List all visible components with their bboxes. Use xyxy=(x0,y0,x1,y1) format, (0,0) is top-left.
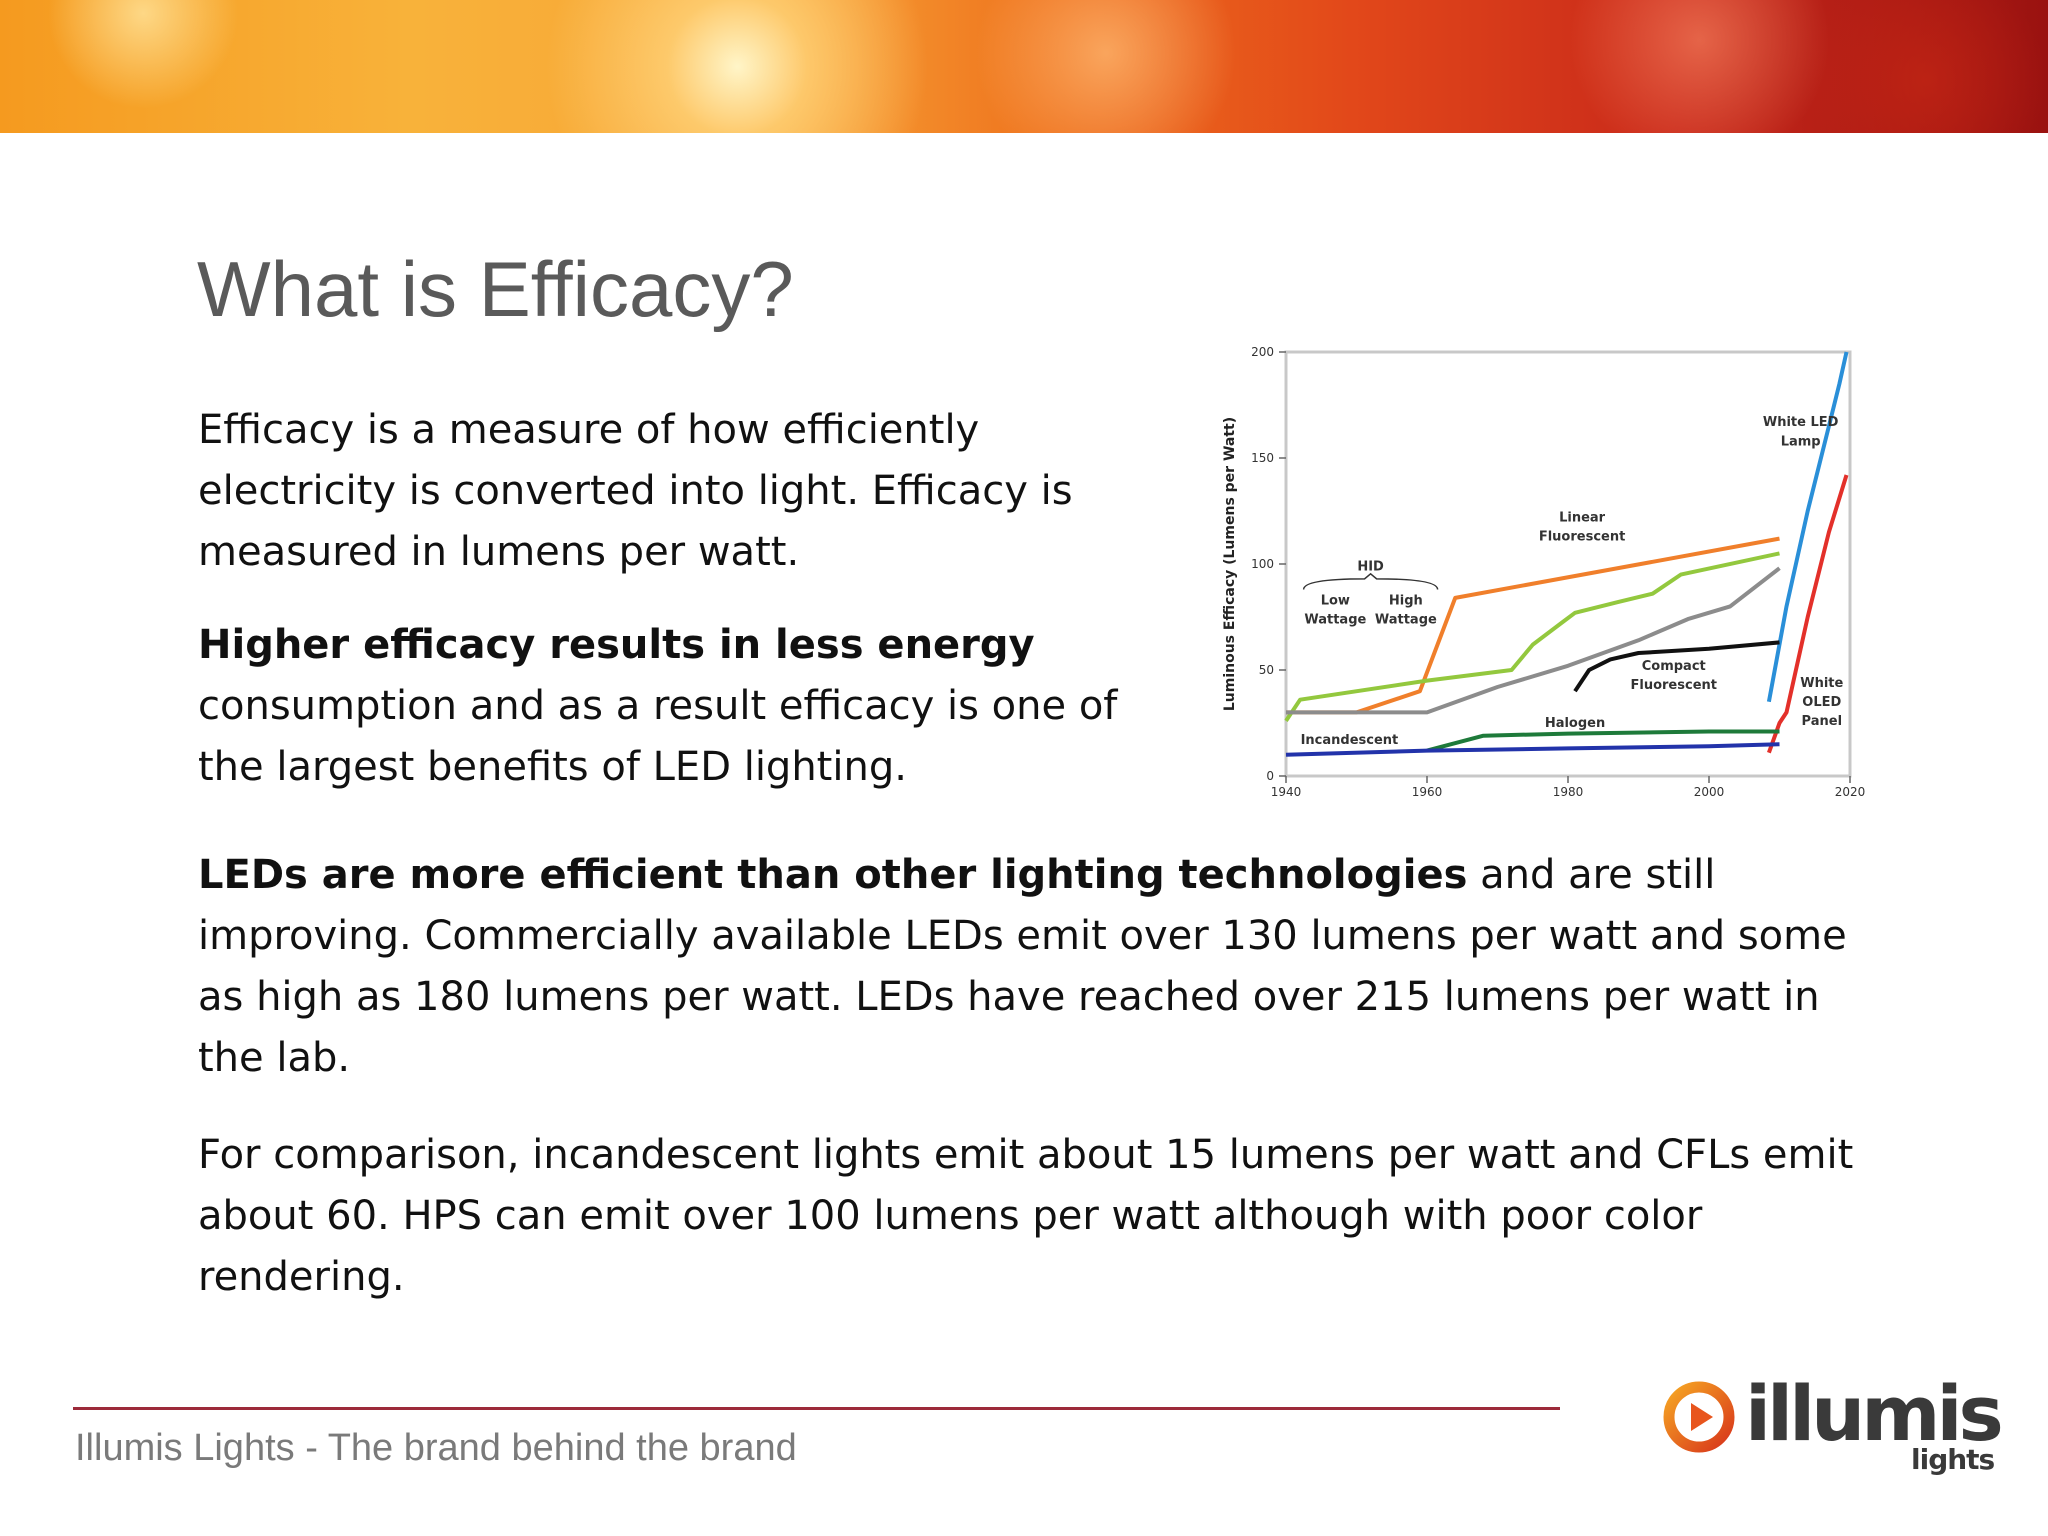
header-banner xyxy=(0,0,2048,133)
paragraph-benefit-bold: Higher efficacy results in less energy xyxy=(198,622,1035,668)
chart-annotation: HID xyxy=(1357,559,1384,574)
illumis-logo: illumis lights xyxy=(1655,1369,2004,1485)
chart-annotation: White LED xyxy=(1763,415,1839,430)
x-tick-label: 2000 xyxy=(1694,785,1725,799)
x-tick-label: 1980 xyxy=(1553,785,1584,799)
logo-wordmark: illumis xyxy=(1745,1369,2004,1458)
chart-annotation: Incandescent xyxy=(1301,733,1399,748)
series-line-2 xyxy=(1767,474,1849,754)
x-tick-label: 2020 xyxy=(1835,785,1866,799)
series-line-1 xyxy=(1766,351,1849,703)
hid-bracket xyxy=(1302,572,1439,590)
paragraph-definition: Efficacy is a measure of how efficiently… xyxy=(198,407,1073,575)
series-line-7 xyxy=(1426,729,1780,753)
series-line-5 xyxy=(1286,566,1781,715)
y-tick-label: 100 xyxy=(1251,557,1274,571)
x-tick-label: 1960 xyxy=(1412,785,1443,799)
paragraph-led-rest: and are still improving. Commercially av… xyxy=(198,852,1847,1081)
logo-play-icon xyxy=(1663,1381,1735,1453)
chart-annotation: Halogen xyxy=(1545,716,1605,731)
footer-divider xyxy=(73,1407,1560,1410)
chart-annotation: Panel xyxy=(1802,714,1842,729)
chart-annotation: Wattage xyxy=(1375,612,1437,627)
y-tick-label: 150 xyxy=(1251,451,1274,465)
chart-annotation: Compact xyxy=(1642,659,1706,674)
chart-annotation: OLED xyxy=(1802,695,1841,710)
footer-tagline: Illumis Lights - The brand behind the br… xyxy=(75,1427,797,1469)
y-tick-label: 200 xyxy=(1251,345,1274,359)
chart-annotation: High xyxy=(1389,593,1423,608)
series-line-8 xyxy=(1285,742,1780,757)
logo-subtext: lights xyxy=(1911,1443,1995,1476)
paragraph-benefit: Higher efficacy results in less energy c… xyxy=(198,615,1158,798)
paragraph-benefit-rest: consumption and as a result efficacy is … xyxy=(198,683,1118,790)
chart-annotation: Linear xyxy=(1559,511,1606,526)
paragraph-led-bold: LEDs are more efficient than other light… xyxy=(198,852,1468,898)
x-tick-label: 1940 xyxy=(1271,785,1302,799)
chart-annotation: Low xyxy=(1321,593,1350,608)
y-tick-label: 0 xyxy=(1266,769,1274,783)
paragraph-led-efficiency: LEDs are more efficient than other light… xyxy=(198,845,1888,1089)
chart-annotation: Lamp xyxy=(1781,434,1821,449)
y-tick-label: 50 xyxy=(1259,663,1274,677)
chart-annotation: White xyxy=(1800,676,1843,691)
series-line-6 xyxy=(1573,640,1780,693)
slide-title: What is Efficacy? xyxy=(197,245,794,333)
y-axis-label: Luminous Efficacy (Lumens per Watt) xyxy=(1222,417,1238,711)
paragraph-comparison: For comparison, incandescent lights emit… xyxy=(198,1132,1854,1300)
chart-annotation: Wattage xyxy=(1304,612,1366,627)
efficacy-chart: 0 50 100 150 200 1940 1960 1980 2000 2020 Luminous… xyxy=(1222,345,1866,799)
series-line-4 xyxy=(1284,551,1780,723)
chart-annotation: Fluorescent xyxy=(1631,678,1717,693)
chart-annotation: Fluorescent xyxy=(1539,530,1625,545)
